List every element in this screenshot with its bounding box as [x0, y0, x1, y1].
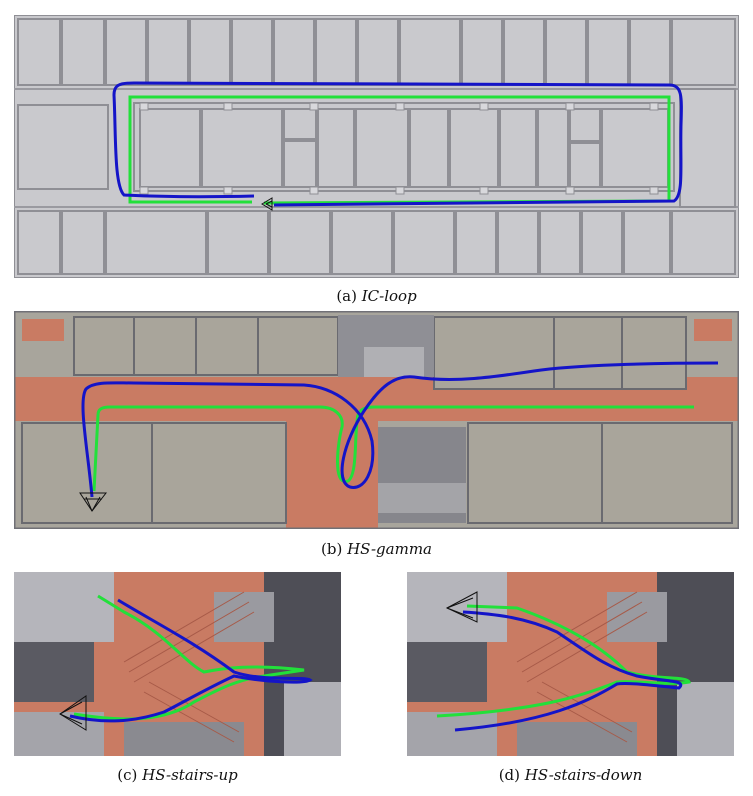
stair-railings — [516, 591, 648, 743]
camera-frustum-icon — [445, 591, 478, 623]
panel-hs-gamma — [14, 311, 739, 529]
caption-d: (d) HS-stairs-down — [498, 766, 643, 784]
camera-frustum-icon — [79, 492, 108, 512]
camera-frustum-icon — [261, 197, 273, 211]
hs-stairs-up-render — [14, 572, 341, 756]
stair-railings — [123, 591, 255, 743]
estimated-trajectory — [81, 361, 719, 498]
estimated-trajectory — [112, 81, 683, 207]
bottom-rooms — [17, 210, 736, 275]
camera-frustum-icon — [59, 695, 87, 731]
estimated-trajectory — [69, 598, 313, 723]
pillars — [139, 102, 659, 195]
panel-ic-loop — [14, 15, 739, 278]
panel-hs-stairs-up — [14, 572, 341, 756]
ground-truth-trajectory — [73, 594, 305, 721]
caption-b: (b) HS-gamma — [320, 540, 432, 558]
hs-stairs-down-render — [407, 572, 734, 756]
caption-a: (a) IC-loop — [336, 287, 417, 305]
estimated-trajectory — [454, 610, 683, 732]
ic-loop-floorplan — [14, 15, 739, 278]
panel-hs-stairs-down — [407, 572, 734, 756]
ground-truth-trajectory — [436, 604, 691, 718]
hs-gamma-floorplan — [14, 311, 739, 529]
caption-c: (c) HS-stairs-up — [117, 766, 238, 784]
